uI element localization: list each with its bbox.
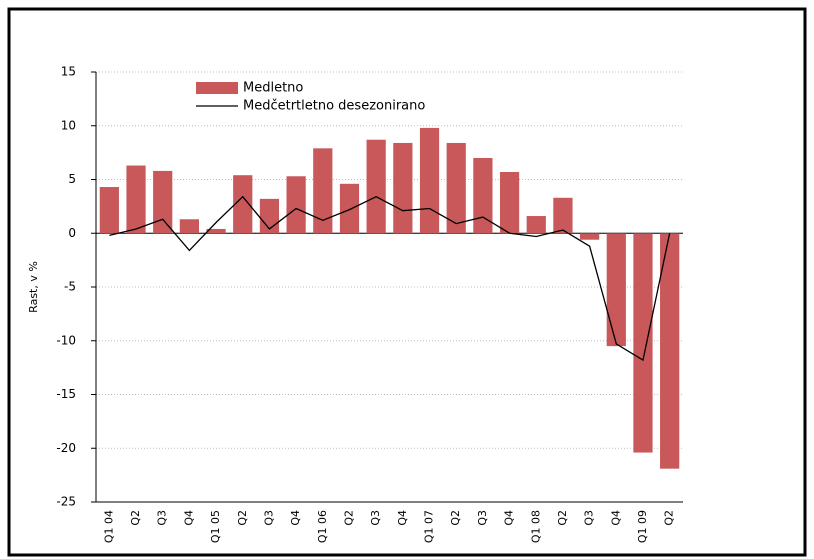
x-tick-label: Q1 04 <box>102 510 115 543</box>
bar <box>99 187 119 234</box>
x-tick-label: Q3 <box>156 510 169 526</box>
bar <box>660 233 680 469</box>
x-tick-label: Q3 <box>476 510 489 526</box>
x-tick-label: Q2 <box>236 510 249 526</box>
bar <box>499 171 520 234</box>
bar <box>206 228 226 234</box>
y-tick-label: 5 <box>68 172 76 186</box>
bar <box>339 183 360 234</box>
bar <box>366 139 386 234</box>
bar <box>179 219 199 234</box>
x-tick-label: Q1 05 <box>209 510 222 543</box>
bar <box>233 175 253 234</box>
bar <box>633 233 653 453</box>
bar <box>446 142 466 234</box>
x-tick-label: Q2 <box>663 510 676 526</box>
y-tick-label: 0 <box>68 226 76 240</box>
y-tick-label: -15 <box>56 387 76 401</box>
y-tick-label: -25 <box>56 495 76 509</box>
y-tick-label: -10 <box>56 333 76 347</box>
y-tick-label: 10 <box>61 118 76 132</box>
bar <box>606 233 626 347</box>
x-tick-label: Q2 <box>342 510 355 526</box>
x-tick-label: Q3 <box>583 510 596 526</box>
x-tick-label: Q1 09 <box>636 510 649 543</box>
x-tick-label: Q2 <box>556 510 569 526</box>
bar <box>419 127 440 234</box>
x-tick-label: Q1 06 <box>316 510 329 543</box>
legend-swatch <box>196 82 238 94</box>
x-tick-label: Q1 07 <box>423 510 436 543</box>
legend-label: Medletno <box>243 81 303 96</box>
bar <box>473 158 493 234</box>
legend-label: Medčetrtletno desezonirano <box>243 99 425 114</box>
bar <box>393 142 413 234</box>
frame <box>7 7 807 557</box>
bar <box>580 233 600 240</box>
x-tick-label: Q1 08 <box>529 510 542 543</box>
x-tick-label: Q2 <box>129 510 142 526</box>
bar <box>126 165 146 234</box>
bar <box>526 216 546 234</box>
x-tick-label: Q2 <box>449 510 462 526</box>
bar <box>153 170 173 234</box>
y-tick-label: -5 <box>64 280 76 294</box>
x-tick-label: Q3 <box>369 510 382 526</box>
y-axis-label: Rast, v % <box>27 261 40 313</box>
bar <box>313 148 333 234</box>
line <box>109 195 671 362</box>
x-tick-label: Q4 <box>396 510 409 526</box>
x-tick-label: Q4 <box>182 510 195 526</box>
y-tick-label: -20 <box>56 441 76 455</box>
x-tick-label: Q4 <box>609 510 622 526</box>
bar <box>286 176 306 234</box>
x-tick-label: Q4 <box>503 510 516 526</box>
y-tick-label: 15 <box>61 65 76 79</box>
x-tick-label: Q3 <box>262 510 275 526</box>
x-tick-label: Q4 <box>289 510 302 526</box>
bar <box>553 197 573 234</box>
